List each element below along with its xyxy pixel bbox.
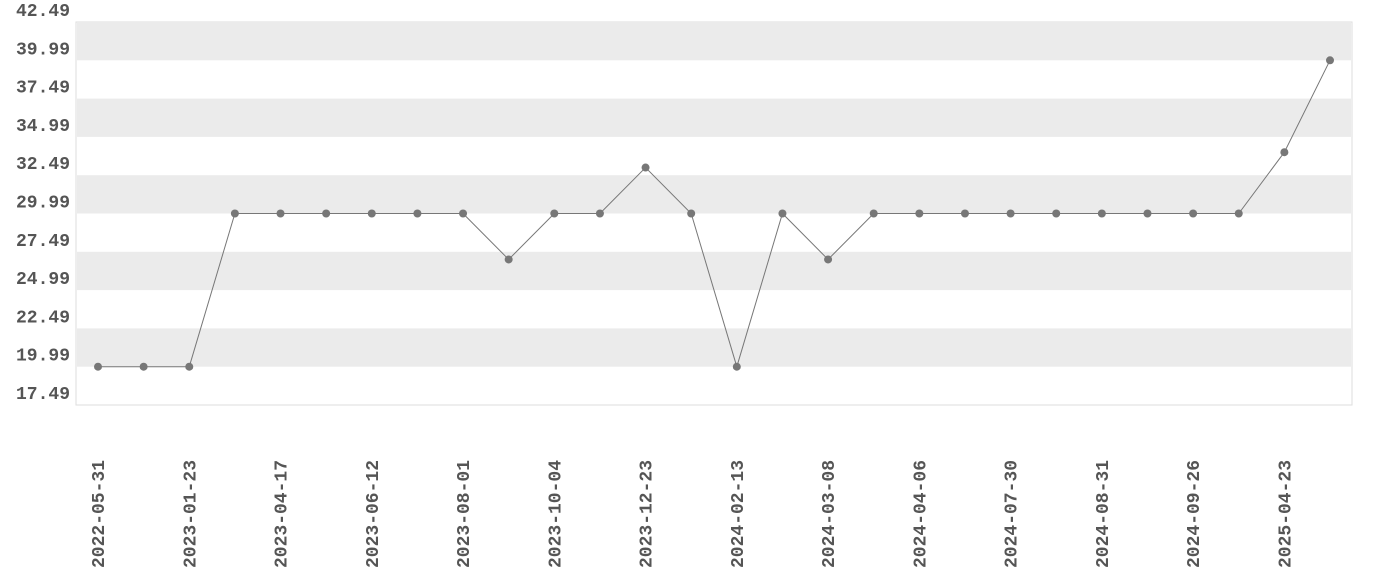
x-tick-label: 2023-06-12 [364,460,384,568]
data-point [1006,209,1015,218]
x-tick-label: 2022-05-31 [90,460,110,568]
x-tick-label: 2023-08-01 [455,460,475,568]
y-tick-label: 24.99 [16,270,70,290]
x-tick-label: 2023-10-04 [546,460,566,568]
data-point [230,209,239,218]
y-tick-label: 32.49 [16,155,70,175]
data-point [413,209,422,218]
data-point [595,209,604,218]
y-tick-label: 29.99 [16,194,70,214]
x-tick-label: 2024-04-06 [911,460,931,568]
data-point [960,209,969,218]
data-point [367,209,376,218]
x-tick-label: 2024-08-31 [1094,460,1114,568]
y-tick-label: 39.99 [16,40,70,60]
grid-band [77,22,1351,61]
x-tick-label: 2024-03-08 [820,460,840,568]
y-tick-label: 19.99 [16,347,70,367]
data-point [94,362,102,371]
y-tick-label: 27.49 [16,232,70,252]
data-point [778,209,787,218]
x-tick-label: 2024-09-26 [1185,460,1205,568]
y-tick-label: 22.49 [16,308,70,328]
grid-band [77,175,1351,214]
x-tick-label: 2023-01-23 [181,460,201,568]
data-point [732,362,741,371]
y-tick-label: 42.49 [16,2,70,22]
grid-band [77,251,1351,291]
data-point [869,209,878,218]
data-point [641,163,650,172]
data-point [1234,209,1243,218]
data-point [1143,209,1152,218]
y-tick-label: 17.49 [16,385,70,405]
x-tick-label: 2023-12-23 [638,460,658,568]
grid-band [77,328,1351,367]
data-point [824,255,833,264]
data-point [687,209,696,218]
data-line [98,60,1331,369]
data-point [276,209,285,218]
data-point [322,209,331,218]
data-point [504,255,513,264]
data-point [459,209,468,218]
data-point [139,362,148,371]
y-tick-label: 37.49 [16,79,70,99]
data-point [1326,56,1334,65]
x-tick-label: 2024-07-30 [1003,460,1023,568]
data-point [1097,209,1106,218]
data-point [1189,209,1198,218]
data-point [915,209,924,218]
data-point [1280,148,1289,157]
y-tick-label: 34.99 [16,117,70,137]
x-tick-label: 2024-02-13 [729,460,749,568]
grid-band [77,98,1351,137]
x-tick-label: 2023-04-17 [273,460,293,568]
data-point [550,209,559,218]
x-tick-label: 2025-04-23 [1276,460,1296,568]
data-point [185,362,194,371]
data-point [1052,209,1061,218]
